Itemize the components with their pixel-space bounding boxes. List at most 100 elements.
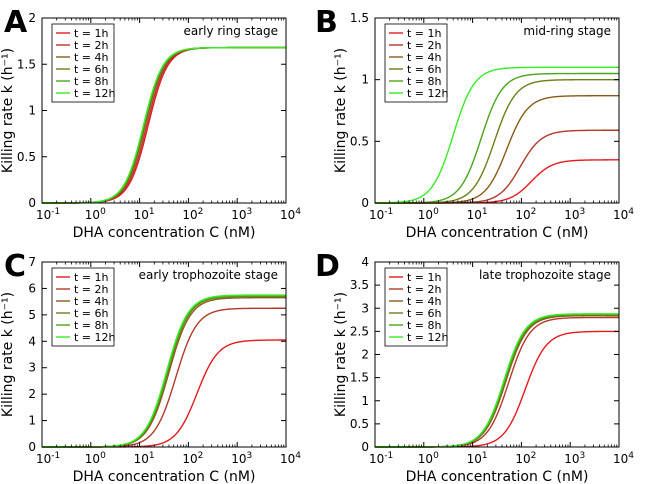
legend-label: t = 1h: [407, 271, 442, 284]
y-tick-label: 4: [28, 334, 36, 348]
x-tick-label: 104: [613, 451, 634, 466]
legend-label: t = 2h: [74, 283, 109, 296]
legend: t = 1ht = 2ht = 4ht = 6ht = 8ht = 12h: [51, 23, 116, 103]
x-tick-label: 103: [564, 451, 585, 466]
y-tick-label: 1: [28, 414, 36, 428]
panel-letter: C: [4, 249, 26, 284]
panel-letter: A: [4, 5, 28, 40]
y-tick-label: 0.5: [350, 417, 369, 431]
y-tick-label: 3: [361, 301, 369, 315]
y-tick-label: 5: [28, 308, 36, 322]
stage-label: late trophozoite stage: [479, 268, 611, 282]
legend-box: [384, 23, 448, 103]
legend-label: t = 4h: [407, 51, 442, 64]
legend-label: t = 2h: [407, 39, 442, 52]
y-tick-label: 3.5: [350, 278, 369, 292]
x-tick-label: 100: [85, 451, 106, 466]
x-tick-label: 100: [418, 451, 439, 466]
chart-panel-a: A 10-1 100 101 102 103 104 0 0.5 1 1.5 2 DHA concent…: [0, 5, 301, 241]
x-tick-label: 101: [134, 451, 155, 466]
chart-panel-c: C 10-1 100 101 102 103 104 0 1 2 3 4 5 6 7 DHA concentr…: [0, 249, 301, 484]
y-tick-label: 1.5: [17, 57, 36, 71]
y-tick-label: 0: [361, 440, 369, 454]
series-line: [374, 66, 619, 204]
x-tick-label: 104: [280, 207, 301, 222]
y-tick-label: 0: [28, 440, 36, 454]
legend-label: t = 8h: [74, 75, 109, 88]
x-tick-label: 102: [515, 207, 536, 222]
x-tick-label: 103: [231, 451, 252, 466]
legend-label: t = 1h: [407, 27, 442, 40]
axes-frame: [374, 17, 620, 204]
x-tick-label: 10-1: [36, 451, 60, 466]
y-tick-label: 7: [28, 255, 36, 269]
legend-label: t = 1h: [74, 27, 109, 40]
x-axis-label: DHA concentration C (nM): [406, 469, 589, 484]
y-tick-label: 2: [361, 348, 369, 362]
legend-label: t = 12h: [407, 331, 449, 344]
y-axis-label: Killing rate k (h⁻¹): [0, 292, 16, 417]
x-tick-label: 10-1: [36, 207, 60, 222]
x-tick-label: 103: [231, 207, 252, 222]
series-line: [375, 129, 619, 204]
legend-label: t = 4h: [74, 51, 109, 64]
y-tick-label: 0: [28, 196, 36, 210]
legend-box: [51, 267, 115, 347]
x-axis-label: DHA concentration C (nM): [73, 469, 256, 484]
panel-letter: B: [315, 5, 338, 40]
legend-box: [51, 23, 115, 103]
x-tick-label: 101: [134, 207, 155, 222]
legend-label: t = 4h: [74, 295, 109, 308]
x-tick-label: 10-1: [369, 451, 393, 466]
legend-label: t = 4h: [407, 295, 442, 308]
y-tick-label: 0.5: [17, 150, 36, 164]
x-tick-label: 104: [613, 207, 634, 222]
legend-label: t = 8h: [74, 319, 109, 332]
legend-label: t = 1h: [74, 271, 109, 284]
x-tick-label: 101: [467, 451, 488, 466]
y-tick-label: 0.5: [350, 134, 369, 148]
legend-label: t = 12h: [74, 87, 116, 100]
y-tick-label: 1: [28, 104, 36, 118]
stage-label: mid-ring stage: [523, 24, 611, 38]
legend-label: t = 6h: [74, 307, 109, 320]
x-tick-label: 101: [467, 207, 488, 222]
y-axis-label: Killing rate k (h⁻¹): [333, 292, 349, 417]
y-tick-label: 2.5: [350, 324, 369, 338]
legend-label: t = 8h: [407, 319, 442, 332]
y-tick-label: 3: [28, 361, 36, 375]
legend: t = 1ht = 2ht = 4ht = 6ht = 8ht = 12h: [384, 267, 449, 347]
y-tick-label: 2: [28, 387, 36, 401]
x-tick-label: 10-1: [369, 207, 393, 222]
y-tick-label: 1: [361, 73, 369, 87]
legend-label: t = 12h: [74, 331, 116, 344]
x-tick-label: 100: [85, 207, 106, 222]
legend-label: t = 6h: [74, 63, 109, 76]
legend: t = 1ht = 2ht = 4ht = 6ht = 8ht = 12h: [384, 23, 449, 103]
y-tick-label: 1.5: [350, 11, 369, 25]
y-tick-label: 6: [28, 281, 36, 295]
x-tick-label: 103: [564, 207, 585, 222]
legend-label: t = 6h: [407, 307, 442, 320]
x-tick-label: 102: [182, 451, 203, 466]
legend-label: t = 2h: [407, 283, 442, 296]
y-axis-label: Killing rate k (h⁻¹): [0, 48, 16, 173]
y-tick-label: 1: [361, 394, 369, 408]
x-tick-label: 102: [515, 451, 536, 466]
stage-label: early ring stage: [183, 24, 278, 38]
chart-panel-b: B 10-1 100 101 102 103 104 0 0.5 1 1.5 DHA concentr…: [315, 5, 634, 241]
x-tick-label: 102: [182, 207, 203, 222]
series-line: [42, 339, 286, 448]
y-tick-label: 2: [28, 11, 36, 25]
x-axis-label: DHA concentration C (nM): [406, 225, 589, 241]
axes-frame: [41, 261, 287, 448]
legend-label: t = 12h: [407, 87, 449, 100]
y-tick-label: 0: [361, 196, 369, 210]
x-tick-label: 104: [280, 451, 301, 466]
legend: t = 1ht = 2ht = 4ht = 6ht = 8ht = 12h: [51, 267, 116, 347]
legend-label: t = 6h: [407, 63, 442, 76]
panel-letter: D: [315, 249, 340, 284]
legend-box: [384, 267, 448, 347]
stage-label: early trophozoite stage: [139, 268, 278, 282]
